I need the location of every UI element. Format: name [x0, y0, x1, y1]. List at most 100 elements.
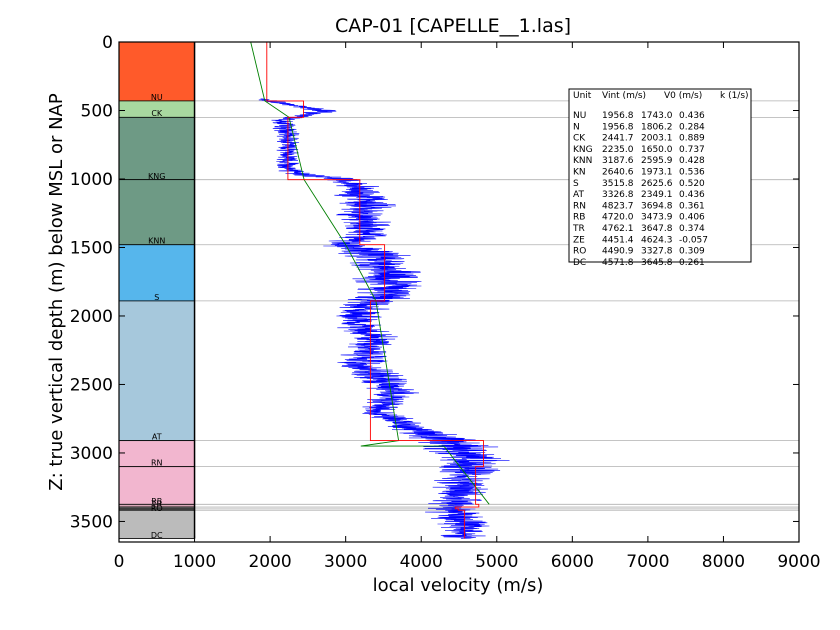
table-cell: 4624.3	[641, 235, 673, 245]
y-axis: 0 500 1000 1500 2000 2500 3000 3500	[70, 33, 799, 532]
table-cell: KN	[573, 168, 586, 178]
table-cell: 2441.7	[602, 134, 634, 144]
table-cell: KNG	[573, 145, 593, 155]
x-tick-label: 0	[114, 552, 125, 572]
table-cell: 4571.8	[602, 258, 634, 268]
table-cell: KNN	[573, 156, 592, 166]
unit-label: NU	[151, 93, 163, 102]
table-header-cell: k (1/s)	[720, 91, 749, 101]
table-cell: 1956.8	[602, 122, 634, 132]
unit-block	[118, 179, 195, 246]
unit-block	[118, 41, 195, 102]
table-cell: 3515.8	[602, 179, 634, 189]
table-cell: AT	[573, 190, 584, 200]
y-tick-label: 500	[81, 101, 113, 121]
y-tick-label: 3000	[70, 444, 113, 464]
table-cell: 3326.8	[602, 190, 634, 200]
table-cell: 0.436	[679, 111, 705, 121]
plot-frame	[118, 41, 800, 543]
vint-step-line	[266, 42, 484, 539]
unit-label: KNN	[148, 237, 165, 246]
unit-block	[118, 466, 195, 505]
table-cell: 4823.7	[602, 201, 634, 211]
y-tick-label: 1500	[70, 238, 113, 258]
table-cell: 0.361	[679, 201, 705, 211]
table-cell: CK	[573, 134, 586, 144]
unit-block	[118, 509, 195, 539]
y-tick-label: 1000	[70, 170, 113, 190]
table-cell: NU	[573, 111, 586, 121]
unit-label: S	[154, 293, 159, 302]
parameter-table: Unit Vint (m/s) V0 (m/s) k (1/s) NU 1956.8 174…	[568, 88, 752, 268]
table-cell: S	[573, 179, 579, 189]
table-cell: 2349.1	[641, 190, 673, 200]
table-cell: 4490.9	[602, 247, 634, 257]
table-cell: 3694.8	[641, 201, 673, 211]
unit-label: RB	[151, 497, 162, 506]
table-cell: 3473.9	[641, 213, 673, 223]
x-axis-label: local velocity (m/s)	[373, 575, 544, 596]
table-header-cell: V0 (m/s)	[664, 91, 702, 101]
x-tick-label: 8000	[702, 552, 745, 572]
table-cell: 1743.0	[641, 111, 673, 121]
unit-label: TR	[151, 500, 163, 509]
x-tick-label: 3000	[324, 552, 367, 572]
vint-series	[266, 42, 484, 539]
x-tick-label: 7000	[626, 552, 669, 572]
x-tick-label: 1000	[173, 552, 216, 572]
unit-label: RO	[151, 504, 163, 513]
unit-label: KNG	[148, 172, 165, 181]
velocity-log-line	[258, 98, 510, 539]
table-cell: 2235.0	[602, 145, 634, 155]
unit-label: AT	[152, 433, 162, 442]
y-tick-label: 2000	[70, 307, 113, 327]
table-cell: 0.374	[679, 224, 705, 234]
y-tick-label: 3500	[70, 512, 113, 532]
y-axis-label: Z: true vertical depth (m) below MSL or …	[46, 93, 67, 491]
unit-label: DC	[151, 531, 163, 540]
x-tick-label: 4000	[400, 552, 443, 572]
trend-line-series	[250, 41, 490, 505]
table-cell: 3647.8	[641, 224, 673, 234]
table-cell: 1806.2	[641, 122, 673, 132]
table-cell: 4762.1	[602, 224, 634, 234]
table-cell: 3645.8	[641, 258, 673, 268]
table-cell: 1650.0	[641, 145, 673, 155]
table-cell: 1956.8	[602, 111, 634, 121]
x-axis: 0 1000 2000 3000 4000 5000 6000 7000 8000 9000	[114, 42, 821, 572]
table-header-cell: Unit	[573, 91, 592, 101]
table-cell: 4451.4	[602, 235, 634, 245]
table-cell: RO	[573, 247, 586, 257]
unit-block	[118, 300, 195, 442]
table-cell: 0.737	[679, 145, 705, 155]
table-cell: 2003.1	[641, 134, 673, 144]
velocity-log-series	[258, 98, 510, 539]
table-cell: 0.261	[679, 258, 705, 268]
table-cell: 0.520	[679, 179, 705, 189]
table-cell: 2640.6	[602, 168, 634, 178]
unit-label: RN	[151, 459, 163, 468]
x-tick-label: 6000	[551, 552, 594, 572]
x-tick-label: 5000	[475, 552, 518, 572]
table-cell: 0.406	[679, 213, 705, 223]
table-cell: RN	[573, 201, 586, 211]
chart-title: CAP-01 [CAPELLE__1.las]	[335, 15, 571, 37]
table-box	[568, 88, 752, 263]
table-cell: RB	[573, 213, 585, 223]
table-cell: 0.436	[679, 190, 705, 200]
table-header-cell: Vint (m/s)	[602, 91, 646, 101]
y-tick-label: 2500	[70, 375, 113, 395]
table-cell: DC	[573, 258, 586, 268]
table-cell: N	[573, 122, 580, 132]
table-cell: 3187.6	[602, 156, 634, 166]
unit-block	[118, 116, 195, 181]
table-cell: ZE	[573, 235, 585, 245]
x-tick-label: 9000	[777, 552, 820, 572]
table-cell: TR	[572, 224, 585, 234]
x-tick-label: 2000	[248, 552, 291, 572]
table-cell: 2625.6	[641, 179, 673, 189]
table-cell: -0.057	[679, 235, 708, 245]
